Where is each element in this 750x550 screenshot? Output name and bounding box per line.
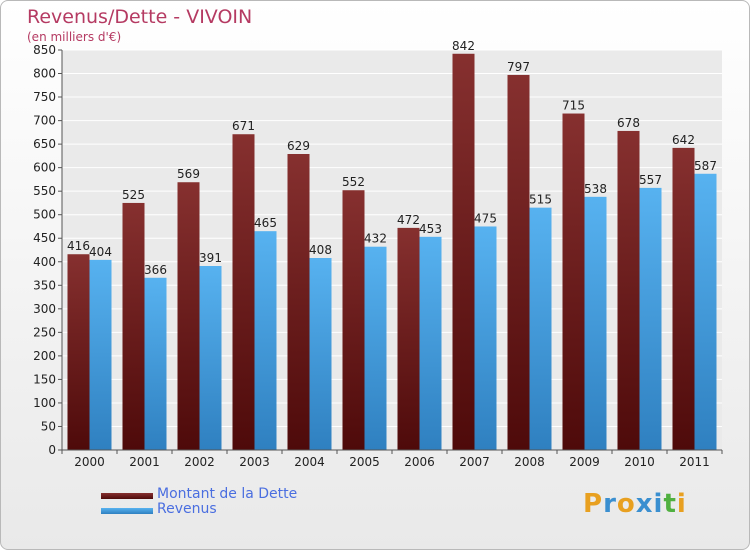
bar-debt: [672, 147, 695, 450]
data-label-revenus: 538: [584, 182, 607, 196]
bar-debt: [342, 190, 365, 450]
bar-debt: [122, 202, 145, 450]
bar-debt: [287, 154, 310, 450]
y-tick-label: 200: [33, 349, 56, 363]
bar-revenus: [474, 226, 497, 450]
x-tick-label: 2001: [129, 455, 160, 469]
bar-revenus: [364, 246, 387, 450]
legend-label-debt: Montant de la Dette: [157, 486, 298, 502]
data-label-revenus: 465: [254, 216, 277, 230]
logo-letter: P: [583, 489, 604, 519]
y-tick-label: 450: [33, 231, 56, 245]
proxiti-logo: Proxiti: [583, 489, 687, 519]
y-tick-label: 750: [33, 90, 56, 104]
x-tick-label: 2006: [404, 455, 435, 469]
data-label-revenus: 391: [199, 251, 222, 265]
y-tick-label: 250: [33, 325, 56, 339]
plot-area: [62, 50, 722, 450]
y-tick-label: 150: [33, 372, 56, 386]
bar-debt: [617, 130, 640, 451]
y-tick-label: 300: [33, 302, 56, 316]
y-tick-label: 650: [33, 137, 56, 151]
bar-revenus: [89, 259, 112, 450]
bar-debt: [177, 182, 200, 450]
bar-revenus: [309, 258, 332, 450]
y-tick-label: 350: [33, 278, 56, 292]
data-label-revenus: 587: [694, 159, 717, 173]
bar-revenus: [529, 207, 552, 450]
chart-subtitle: (en milliers d'€): [27, 30, 122, 44]
data-label-revenus: 557: [639, 173, 662, 187]
data-label-revenus: 515: [529, 193, 552, 207]
data-label-debt: 642: [672, 133, 695, 147]
bar-revenus: [419, 236, 442, 450]
bar-revenus: [254, 231, 277, 450]
bar-revenus: [584, 196, 607, 450]
y-tick-label: 550: [33, 184, 56, 198]
x-tick-label: 2011: [679, 455, 710, 469]
y-tick-label: 600: [33, 161, 56, 175]
data-label-debt: 416: [67, 239, 90, 253]
y-tick-label: 100: [33, 396, 56, 410]
y-tick-label: 400: [33, 255, 56, 269]
x-tick-label: 2005: [349, 455, 380, 469]
y-tick-label: 800: [33, 67, 56, 81]
x-tick-label: 2002: [184, 455, 215, 469]
data-label-debt: 525: [122, 188, 145, 202]
bar-revenus: [199, 266, 222, 450]
bar-revenus: [639, 187, 662, 450]
legend-swatch-debt: [101, 493, 153, 499]
data-label-revenus: 475: [474, 211, 497, 225]
y-tick-label: 0: [48, 443, 56, 457]
data-label-debt: 569: [177, 167, 200, 181]
data-label-revenus: 366: [144, 263, 167, 277]
x-tick-label: 2010: [624, 455, 655, 469]
data-label-debt: 678: [617, 116, 640, 130]
data-label-revenus: 404: [89, 245, 112, 259]
x-tick-label: 2009: [569, 455, 600, 469]
logo-letter: i: [653, 489, 664, 519]
bar-debt: [507, 74, 530, 451]
y-tick-label: 500: [33, 208, 56, 222]
logo-letter: t: [663, 489, 677, 519]
logo-letter: i: [676, 489, 687, 519]
bar-debt: [452, 53, 475, 450]
data-label-debt: 671: [232, 119, 255, 133]
data-label-revenus: 432: [364, 232, 387, 246]
y-tick-label: 850: [33, 43, 56, 57]
y-tick-label: 50: [41, 419, 56, 433]
x-tick-label: 2008: [514, 455, 545, 469]
x-tick-label: 2007: [459, 455, 490, 469]
data-label-debt: 629: [287, 139, 310, 153]
logo-letter: o: [616, 489, 636, 519]
legend-swatch-revenus: [101, 508, 153, 514]
bar-debt: [562, 113, 585, 450]
logo-letter: x: [635, 489, 654, 519]
data-label-debt: 715: [562, 99, 585, 113]
legend-label-revenus: Revenus: [157, 501, 217, 517]
x-tick-label: 2004: [294, 455, 325, 469]
data-label-debt: 797: [507, 60, 530, 74]
bar-revenus: [694, 173, 717, 450]
logo-letter: r: [603, 489, 617, 519]
chart-title: Revenus/Dette - VIVOIN: [27, 6, 253, 28]
data-label-revenus: 453: [419, 222, 442, 236]
data-label-debt: 842: [452, 39, 475, 53]
y-tick-label: 700: [33, 114, 56, 128]
bar-debt: [67, 254, 90, 450]
data-label-debt: 552: [342, 175, 365, 189]
bar-debt: [232, 134, 255, 450]
bar-revenus: [144, 277, 167, 450]
data-label-debt: 472: [397, 213, 420, 227]
bar-debt: [397, 227, 420, 450]
data-label-revenus: 408: [309, 243, 332, 257]
x-tick-label: 2003: [239, 455, 270, 469]
x-tick-label: 2000: [74, 455, 105, 469]
